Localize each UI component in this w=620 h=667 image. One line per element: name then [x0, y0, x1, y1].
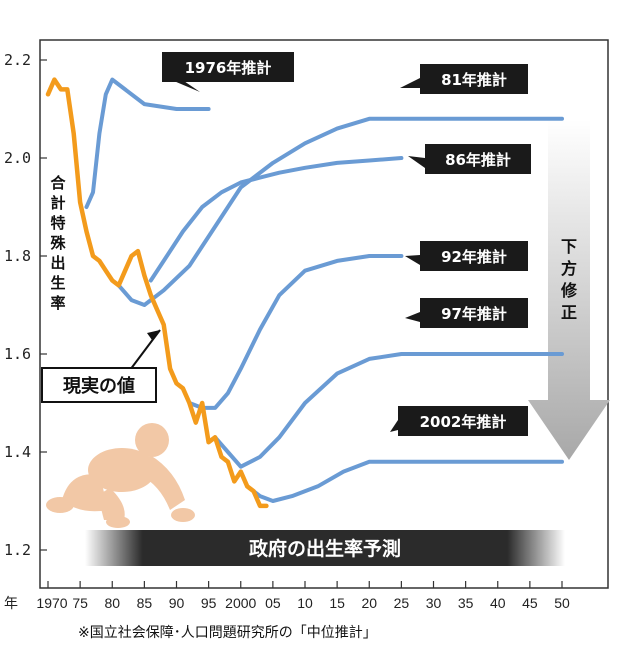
- callout-pointer: [405, 255, 420, 265]
- y-tick-label: 1.6: [4, 345, 31, 363]
- x-tick-label: 40: [490, 595, 506, 611]
- x-tick-label: 95: [201, 595, 217, 611]
- y-tick-label: 1.8: [4, 247, 31, 265]
- actual-label: 現実の値: [63, 375, 135, 397]
- y-tick-label: 2.0: [4, 149, 31, 167]
- x-axis-year-prefix: 年: [4, 595, 18, 611]
- callout-box: [420, 241, 528, 271]
- callout-pointer: [408, 156, 425, 168]
- callout-pointer: [390, 420, 398, 432]
- callout-box: [162, 52, 294, 82]
- x-tick-label: 10: [297, 595, 313, 611]
- x-tick-label: 30: [426, 595, 442, 611]
- x-tick-label: 15: [329, 595, 345, 611]
- y-tick-label: 2.2: [4, 51, 31, 69]
- callout-text: 2002年推計: [420, 413, 507, 431]
- callout-box: [398, 406, 528, 436]
- x-tick-label: 50: [554, 595, 570, 611]
- callout-text: 86年推計: [445, 151, 511, 169]
- series-line-forecast-4: [187, 254, 404, 410]
- forecast-banner-label: 政府の出生率予測: [249, 537, 401, 560]
- x-tick-label: 25: [394, 595, 410, 611]
- callout-pointer: [405, 312, 420, 322]
- x-tick-label: 45: [522, 595, 538, 611]
- actual-pointer-head: [147, 330, 160, 340]
- x-tick-label: 1970: [36, 595, 67, 611]
- series-label-6: 2002年推計: [390, 406, 528, 436]
- series-line-forecast-3: [148, 156, 404, 283]
- forecast-banner: [85, 530, 565, 566]
- callout-text: 81年推計: [441, 71, 507, 89]
- actual-pointer: [129, 329, 161, 371]
- series-label-4: 92年推計: [405, 241, 528, 271]
- series-line-forecast-6: [245, 459, 564, 503]
- x-tick-label: 2000: [225, 595, 256, 611]
- x-tick-label: 20: [361, 595, 377, 611]
- y-axis-label: 合計特殊出生率: [49, 174, 66, 312]
- y-ticks: 1.2 1.4 1.6 1.8 2.0 2.2: [4, 51, 47, 559]
- series-line-forecast-1: [84, 77, 211, 209]
- y-tick-label: 1.4: [4, 443, 31, 461]
- series-label-2: 81年推計: [400, 64, 528, 94]
- series-labels: 1976年推計 81年推計 86年推計 92年推計 97年推計 2002年推計: [162, 52, 531, 436]
- y-tick-label: 1.2: [4, 541, 31, 559]
- series-lines: [45, 77, 564, 509]
- callout-pointer: [400, 78, 420, 88]
- callout-text: 1976年推計: [185, 59, 272, 77]
- footnote: ※国立社会保障･人口問題研究所の「中位推計」: [78, 625, 377, 641]
- x-tick-label: 90: [169, 595, 185, 611]
- series-line-forecast-5: [213, 352, 564, 469]
- callout-text: 97年推計: [441, 305, 507, 323]
- x-tick-label: 35: [458, 595, 474, 611]
- x-tick-label: 75: [72, 595, 88, 611]
- series-label-3: 86年推計: [408, 144, 531, 174]
- callout-box: [425, 144, 531, 174]
- downward-revision-label: 下方修正: [560, 237, 578, 322]
- x-ticks: 年 1970 75 80 85 90 95 2000 05 10 15 20 25 30 35 40 45 50: [4, 581, 570, 611]
- baby-illustration: [46, 423, 195, 528]
- callout-box: [420, 298, 528, 328]
- series-label-1: 1976年推計: [162, 52, 294, 92]
- callout-text: 92年推計: [441, 248, 507, 266]
- plot-frame: [39, 39, 609, 589]
- series-label-5: 97年推計: [405, 298, 528, 328]
- downward-arrow: [528, 120, 610, 460]
- x-tick-label: 80: [104, 595, 120, 611]
- callout-box: [420, 64, 528, 94]
- actual-label-box: [41, 367, 157, 403]
- x-tick-label: 05: [265, 595, 281, 611]
- x-tick-label: 85: [137, 595, 153, 611]
- series-line-actual: [45, 77, 269, 509]
